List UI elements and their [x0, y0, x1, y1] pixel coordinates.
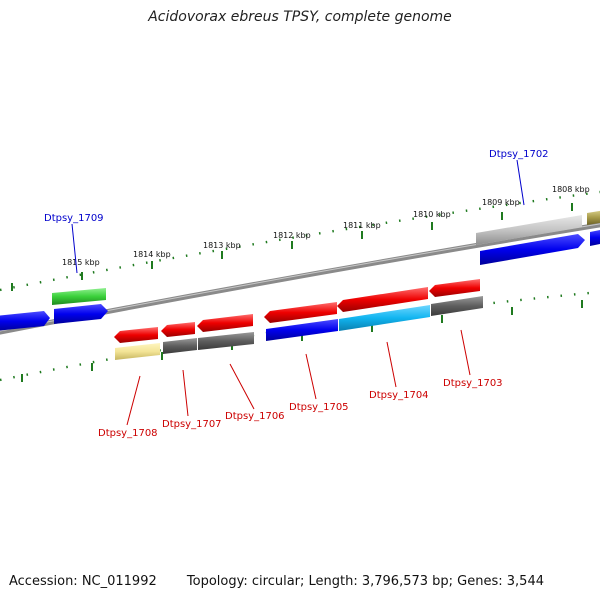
gene-red-1705	[264, 302, 337, 323]
gene-red-1704	[337, 287, 428, 312]
lower-genes	[115, 296, 483, 360]
scale-label-1810: 1810 kbp	[413, 210, 451, 219]
gene-label-1706: Dtpsy_1706	[225, 411, 285, 422]
leader-1707	[182, 369, 189, 417]
gene-label-1709: Dtpsy_1709	[44, 213, 104, 224]
scale-label-1811: 1811 kbp	[343, 221, 381, 230]
gene-red-1708	[114, 327, 158, 343]
accession-text: Accession: NC_011992	[9, 574, 157, 589]
scale-label-1815: 1815 kbp	[62, 258, 100, 267]
gene-green	[52, 288, 106, 305]
gene-blue-1705	[266, 319, 338, 341]
leader-1708	[126, 375, 141, 426]
gene-light-grey	[476, 215, 582, 245]
scale-label-1812: 1812 kbp	[273, 231, 311, 240]
gene-cyan-1704	[339, 305, 430, 331]
leader-1705	[305, 353, 317, 400]
leader-1702	[516, 159, 525, 206]
gene-red-1703	[429, 279, 480, 297]
scale-label-1813: 1813 kbp	[203, 241, 241, 250]
reverse-arrows	[114, 279, 480, 343]
leader-1703	[460, 329, 471, 376]
forward-arrows-upper	[0, 230, 600, 331]
gene-label-1704: Dtpsy_1704	[369, 390, 429, 401]
gene-label-1707: Dtpsy_1707	[162, 419, 222, 430]
gene-label-1703: Dtpsy_1703	[443, 378, 503, 389]
gene-olive	[587, 210, 600, 225]
genome-summary-text: Topology: circular; Length: 3,796,573 bp…	[186, 574, 544, 589]
gene-yellow-1708	[115, 343, 160, 360]
gene-label-1705: Dtpsy_1705	[289, 402, 349, 413]
gene-label-1702: Dtpsy_1702	[489, 149, 549, 160]
gene-dark-1707	[163, 338, 197, 354]
scale-labels: 1815 kbp 1814 kbp 1813 kbp 1812 kbp 1811…	[62, 185, 590, 267]
inner-major-ticks	[21, 300, 583, 382]
gene-dark-1703	[431, 296, 483, 316]
scale-label-1808: 1808 kbp	[552, 185, 590, 194]
gene-blue-right-1	[480, 234, 585, 265]
gene-blue-left-1	[0, 311, 50, 331]
leader-1709	[71, 223, 78, 274]
gene-blue-right-2	[590, 230, 600, 246]
leader-1704	[386, 341, 397, 388]
outer-major-ticks	[11, 203, 573, 291]
gene-dark-1706	[198, 332, 254, 350]
gene-red-1707	[161, 322, 195, 337]
map-title: Acidovorax ebreus TPSY, complete genome	[148, 9, 452, 25]
leader-1706	[229, 363, 255, 410]
gene-red-1706	[197, 314, 253, 332]
gene-blue-left-2	[54, 304, 108, 324]
scale-label-1809: 1809 kbp	[482, 198, 520, 207]
gene-label-1708: Dtpsy_1708	[98, 428, 158, 439]
gene-labels: Dtpsy_1702 Dtpsy_1709 Dtpsy_1708 Dtpsy_1…	[44, 149, 549, 439]
label-leaders	[71, 159, 525, 426]
outer-forward-genes	[52, 210, 600, 305]
scale-label-1814: 1814 kbp	[133, 250, 171, 259]
